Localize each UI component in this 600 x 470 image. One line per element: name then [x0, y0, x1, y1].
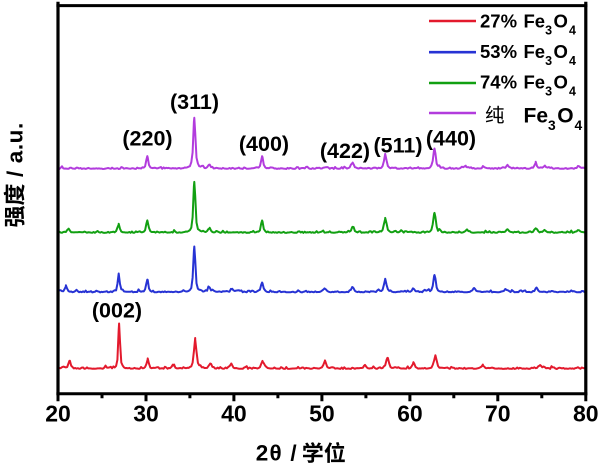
svg-text:50: 50 [309, 401, 335, 427]
svg-text:(400): (400) [239, 132, 289, 156]
svg-text:(511): (511) [373, 134, 422, 158]
svg-text:30: 30 [133, 401, 159, 427]
svg-text:60: 60 [397, 401, 423, 427]
svg-text:2θ /: 2θ / [256, 441, 298, 466]
svg-text:(002): (002) [92, 299, 142, 323]
svg-text:70: 70 [485, 401, 511, 427]
svg-text:(440): (440) [426, 126, 476, 150]
svg-text:80: 80 [573, 401, 599, 427]
svg-text:20: 20 [45, 401, 71, 427]
svg-text:/ a.u.: / a.u. [3, 122, 28, 177]
svg-text:53%: 53% [480, 41, 517, 62]
svg-text:40: 40 [221, 401, 247, 427]
svg-text:(311): (311) [170, 90, 219, 114]
svg-text:74%: 74% [480, 71, 517, 92]
svg-text:(220): (220) [122, 126, 172, 150]
svg-text:27%: 27% [480, 11, 517, 32]
svg-text:(422): (422) [320, 139, 370, 163]
